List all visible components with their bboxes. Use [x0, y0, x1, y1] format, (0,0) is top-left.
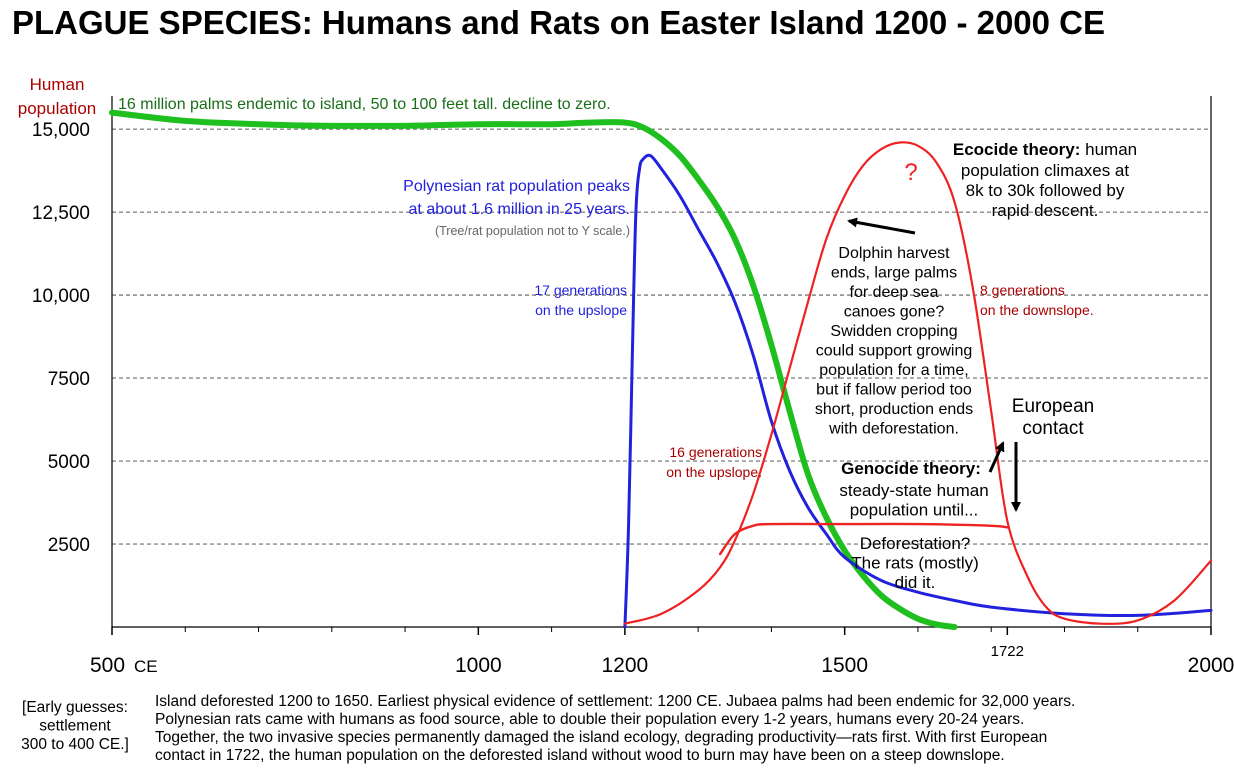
dolphin-annotation: population for a time, — [819, 362, 968, 379]
caption-left: [Early guesses: — [22, 699, 128, 716]
ecocide-annotation: rapid descent. — [992, 201, 1099, 220]
deforestation-annotation: Deforestation? — [860, 534, 971, 553]
caption-main: Together, the two invasive species perma… — [155, 729, 1047, 746]
genocide-annotation: steady-state human — [839, 481, 988, 500]
dolphin-annotation: for deep sea — [850, 284, 939, 301]
dolphin-annotation: canoes gone? — [844, 304, 945, 321]
y-tick-label: 15,000 — [32, 120, 90, 141]
dolphin-annotation: Swidden cropping — [830, 323, 957, 340]
series-rats — [623, 153, 1213, 629]
ecocide-annotation: population climaxes at — [961, 161, 1129, 180]
not-to-scale-note: (Tree/rat population not to Y scale.) — [435, 224, 630, 238]
dolphin-annotation: with deforestation. — [828, 421, 959, 438]
caption-main: Island deforested 1200 to 1650. Earliest… — [155, 693, 1075, 710]
ecocide-title: Ecocide theory: human — [953, 140, 1137, 159]
dolphin-annotation: short, production ends — [815, 401, 973, 418]
y-tick-label: 12,500 — [32, 203, 90, 224]
question-mark: ? — [904, 159, 917, 186]
rat-peak-annotation: Polynesian rat population peaks — [403, 178, 630, 195]
dolphin-annotation: could support growing — [816, 343, 973, 360]
dolphin-annotation: but if fallow period too — [816, 382, 972, 399]
ecocide-annotation: 8k to 30k followed by — [966, 181, 1125, 200]
y-axis-title: Human — [30, 75, 85, 94]
x-tick-label: 2000 — [1188, 654, 1234, 677]
series-humans_ecocide — [623, 141, 1213, 625]
y-axis-title: population — [18, 99, 96, 118]
x-tick-label: 1500 — [821, 654, 868, 677]
x-tick-label: 1200 — [602, 654, 649, 677]
deforestation-annotation: The rats (mostly) — [851, 554, 979, 573]
downslope-annotation: on the downslope. — [980, 302, 1094, 318]
human-generations-annotation: on the upslope. — [666, 464, 762, 480]
caption-main: Polynesian rats came with humans as food… — [155, 711, 1024, 728]
deforestation-annotation: did it. — [895, 573, 936, 592]
dolphin-annotation: Dolphin harvest — [838, 245, 950, 262]
y-tick-label: 10,000 — [32, 286, 90, 307]
downslope-annotation: 8 generations — [980, 282, 1065, 298]
genocide-annotation: population until... — [850, 501, 979, 520]
human-generations-annotation: 16 generations — [669, 444, 762, 460]
chart-title: PLAGUE SPECIES: Humans and Rats on Easte… — [12, 4, 1106, 41]
y-tick-label: 5000 — [48, 452, 90, 473]
rat-generations-annotation: on the upslope — [535, 302, 627, 318]
genocide-title: Genocide theory: — [841, 459, 981, 478]
dolphin-arrow — [847, 217, 916, 235]
series-humans_genocide — [718, 522, 1009, 556]
y-tick-label: 7500 — [48, 369, 90, 390]
x-tick-label: 1000 — [455, 654, 502, 677]
european-contact-label: contact — [1022, 418, 1084, 439]
series-palms — [109, 109, 958, 630]
ecocide-bold: Ecocide theory: — [953, 140, 1081, 159]
caption-left: 300 to 400 CE.] — [21, 736, 129, 753]
dolphin-annotation: ends, large palms — [831, 265, 957, 282]
x-tick-label: 1722 — [991, 643, 1024, 660]
genocide-arrow — [988, 441, 1005, 473]
x-unit-label: CE — [134, 657, 158, 676]
y-tick-label: 2500 — [48, 535, 90, 556]
x-tick-label: 500 — [90, 654, 125, 677]
rat-peak-annotation: at about 1.6 million in 25 years. — [409, 201, 630, 218]
ecocide-rest: human — [1080, 140, 1137, 159]
caption-main: contact in 1722, the human population on… — [155, 747, 1005, 764]
caption-left: settlement — [39, 718, 111, 735]
rat-generations-annotation: 17 generations — [534, 282, 627, 298]
palms-annotation: 16 million palms endemic to island, 50 t… — [118, 96, 611, 113]
european-contact-label: European — [1012, 396, 1094, 417]
